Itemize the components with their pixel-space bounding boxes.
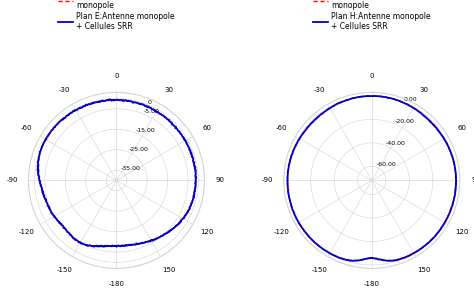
Legend: Plan E: Antenne
monopole, Plan E:Antenne monopole
+ Cellules SRR: Plan E: Antenne monopole, Plan E:Antenne…	[55, 0, 178, 34]
Legend: Plan H: Antenne
monopole, Plan H:Antenne monopole
+ Cellules SRR: Plan H: Antenne monopole, Plan H:Antenne…	[310, 0, 434, 34]
